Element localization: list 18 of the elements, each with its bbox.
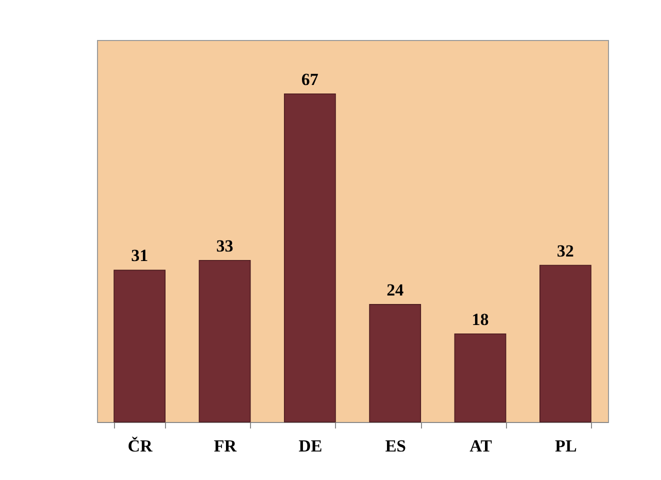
data-label: 33 bbox=[216, 236, 234, 256]
x-tick-label: ČR bbox=[128, 436, 154, 456]
bar bbox=[284, 93, 336, 422]
data-label: 32 bbox=[556, 241, 574, 260]
bar bbox=[369, 304, 422, 422]
x-tick-label: FR bbox=[214, 436, 238, 456]
x-tick-label: DE bbox=[298, 436, 322, 456]
x-tick-label: ES bbox=[385, 436, 406, 456]
x-tick-label: AT bbox=[470, 436, 493, 456]
data-label: 24 bbox=[386, 280, 404, 300]
data-label: 67 bbox=[301, 70, 319, 89]
x-tick-label: PL bbox=[555, 436, 577, 456]
bar bbox=[539, 264, 592, 422]
bar bbox=[114, 270, 166, 422]
bar bbox=[198, 260, 251, 422]
data-label: 18 bbox=[472, 310, 489, 329]
bar bbox=[454, 333, 506, 422]
data-label: 31 bbox=[131, 246, 148, 266]
